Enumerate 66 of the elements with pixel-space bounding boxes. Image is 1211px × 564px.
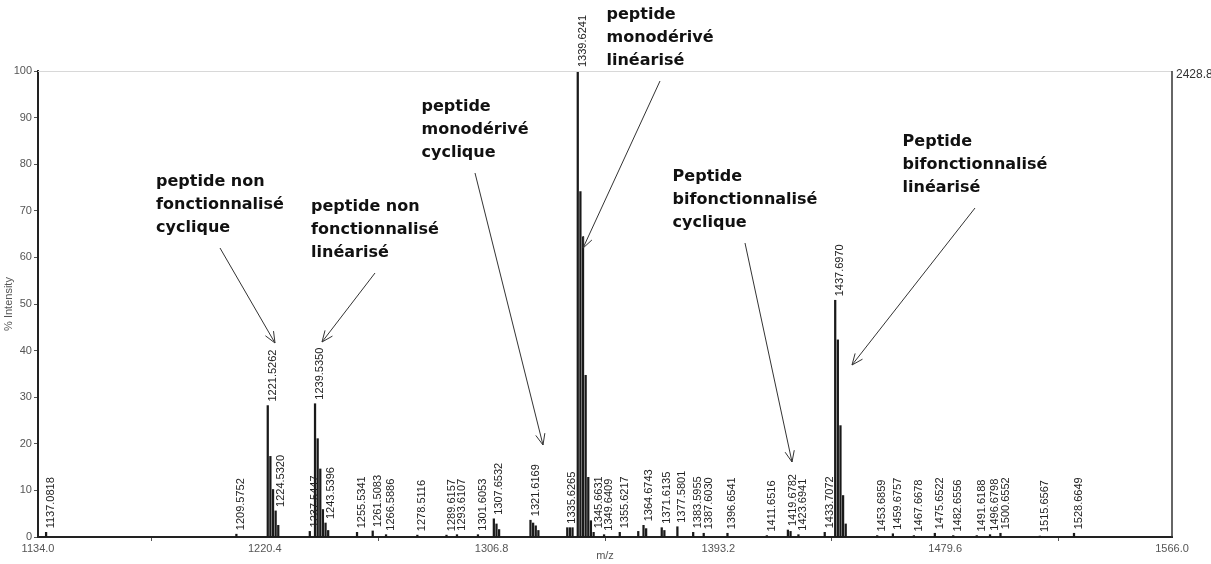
annotation: 1255.5341 — [355, 476, 368, 529]
annotation: 1396.6541 — [725, 477, 738, 530]
annotation: Peptide bifonctionnalisé cyclique — [672, 166, 818, 232]
annotation: 1496.6798 — [988, 478, 1001, 531]
annotation: 1453.6859 — [875, 479, 888, 532]
y-tick-label: 80 — [19, 157, 32, 170]
annotation: 1387.6030 — [701, 477, 714, 530]
annotation: 1371.6135 — [659, 471, 672, 524]
annotation: 1339.6241 — [575, 15, 588, 67]
x-tick-label: 1479.6 — [928, 541, 963, 554]
annotation: 1475.6522 — [932, 477, 945, 530]
annotation: Peptide bifonctionnalisé linéarisé — [902, 131, 1048, 197]
annotation: 1423.6941 — [796, 478, 809, 531]
annotation: 1293.6107 — [455, 478, 468, 531]
annotation: 1349.6409 — [602, 478, 615, 531]
annotation: 1335.6265 — [565, 471, 578, 524]
y-tick-label: 70 — [19, 203, 32, 216]
annotation: 1515.6567 — [1037, 480, 1050, 533]
annotation: 1482.6556 — [951, 479, 964, 532]
annotation: 1355.6217 — [617, 476, 630, 529]
annotation: 1377.5801 — [675, 470, 688, 523]
annotation: 1345.6631 — [591, 476, 604, 529]
annotation: 1209.5752 — [234, 478, 247, 531]
y-tick-label: 10 — [19, 483, 32, 496]
annotation: 1224.5320 — [273, 454, 286, 507]
y-tick-label: 30 — [19, 390, 32, 403]
annotation: peptide monodérivé cyclique — [421, 96, 529, 162]
annotation: 1261.5083 — [370, 474, 383, 527]
annotation: peptide monodérivé linéarisé — [606, 4, 714, 70]
x-tick-label: 1220.4 — [247, 541, 282, 554]
y-tick-label: 0 — [25, 530, 32, 543]
annotation: 1467.6678 — [911, 479, 924, 532]
annotation: 1321.6169 — [528, 464, 541, 517]
annotation: peptide non fonctionnalisé cyclique — [156, 171, 285, 237]
annotation: 1243.5396 — [323, 467, 336, 520]
annotation: 1491.6188 — [974, 479, 987, 532]
annotation: peptide non fonctionnalisé linéarisé — [311, 196, 440, 262]
annotation: 1459.6757 — [890, 477, 903, 530]
y-tick-label: 90 — [19, 110, 32, 123]
y-tick-label: 60 — [19, 250, 32, 263]
x-tick-label: 1393.2 — [701, 541, 736, 554]
annotation: 1383.5955 — [691, 476, 704, 529]
y-tick-label: 20 — [19, 436, 32, 449]
annotation: 1289.6157 — [444, 479, 457, 532]
annotation: 1266.5886 — [384, 478, 397, 531]
annotation: 1433.7072 — [822, 476, 835, 529]
annotation: 1528.6649 — [1072, 477, 1085, 530]
annotation: 1500.6552 — [998, 477, 1011, 530]
annotation: 1307.6532 — [491, 462, 504, 515]
annotation: 1301.6053 — [476, 478, 488, 531]
x-tick-label: 1134.0 — [21, 541, 55, 554]
y-tick-label: 100 — [13, 64, 32, 77]
annotation: 1437.6970 — [833, 244, 846, 297]
y-axis-title: % Intensity — [2, 276, 14, 331]
annotation: 1411.6516 — [764, 480, 777, 532]
annotation: 1221.5262 — [265, 349, 278, 402]
x-tick-label: 1566.0 — [1155, 541, 1189, 554]
x-tick-label: 1306.8 — [474, 541, 509, 554]
x-axis-title: m/z — [596, 549, 614, 561]
annotation: 1364.6743 — [641, 469, 654, 522]
y-tick-label: 50 — [19, 297, 32, 310]
annotation: 1137.0818 — [44, 477, 57, 529]
annotation: 1239.5350 — [313, 347, 326, 400]
annotation: 1278.5116 — [415, 479, 428, 532]
y-tick-label: 40 — [19, 343, 32, 356]
annotation: 1419.6782 — [785, 474, 798, 527]
